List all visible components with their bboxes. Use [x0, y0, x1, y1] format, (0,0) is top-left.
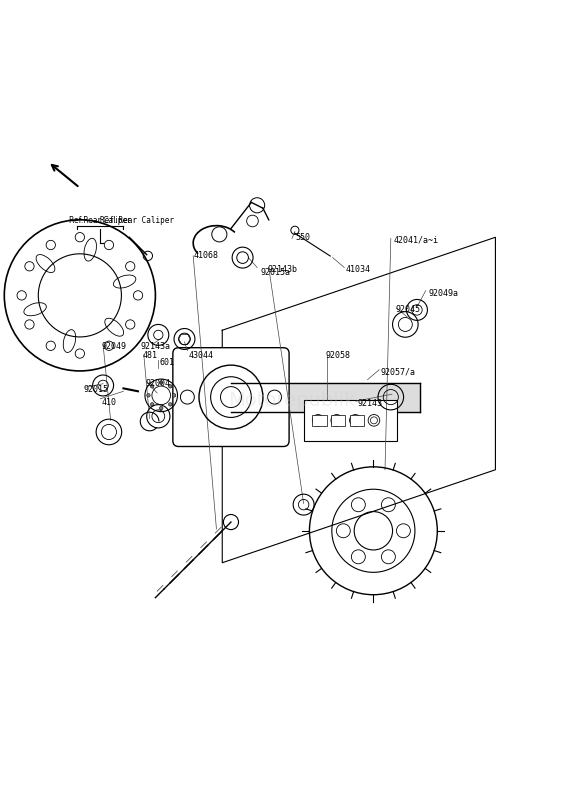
- Text: Ref.Rear Caliper: Ref.Rear Caliper: [69, 216, 131, 225]
- Text: 410: 410: [102, 398, 116, 407]
- Circle shape: [159, 406, 163, 410]
- Bar: [312, 414, 327, 426]
- Text: 92045: 92045: [395, 305, 420, 314]
- Text: 43044: 43044: [189, 350, 214, 360]
- Bar: [331, 414, 346, 426]
- Text: 41034: 41034: [346, 266, 370, 274]
- Circle shape: [169, 385, 172, 388]
- Text: 92004: 92004: [145, 379, 171, 388]
- Circle shape: [169, 402, 172, 406]
- Text: 92049: 92049: [102, 342, 126, 351]
- Circle shape: [172, 394, 176, 397]
- Circle shape: [147, 394, 150, 397]
- Bar: [304, 400, 397, 441]
- Text: Ref.Rear Caliper: Ref.Rear Caliper: [100, 217, 174, 226]
- Text: 41068: 41068: [193, 251, 218, 260]
- Text: 92057/a: 92057/a: [380, 368, 415, 377]
- Text: 92143: 92143: [357, 399, 382, 408]
- Text: 42041/a~i: 42041/a~i: [394, 235, 439, 244]
- Text: 92015: 92015: [84, 385, 109, 394]
- Text: 92143b: 92143b: [267, 266, 298, 274]
- Text: 92143a: 92143a: [141, 342, 171, 351]
- Text: 92015a: 92015a: [260, 268, 290, 277]
- Text: 550: 550: [295, 233, 310, 242]
- Bar: [350, 414, 364, 426]
- Text: 481: 481: [142, 351, 158, 360]
- Text: 92058: 92058: [326, 351, 351, 360]
- Circle shape: [159, 381, 163, 384]
- Text: Motorepublik: Motorepublik: [228, 390, 356, 410]
- Circle shape: [151, 385, 154, 388]
- FancyBboxPatch shape: [173, 348, 289, 446]
- Text: 601: 601: [159, 358, 175, 367]
- Text: 92049a: 92049a: [428, 289, 458, 298]
- Circle shape: [151, 402, 154, 406]
